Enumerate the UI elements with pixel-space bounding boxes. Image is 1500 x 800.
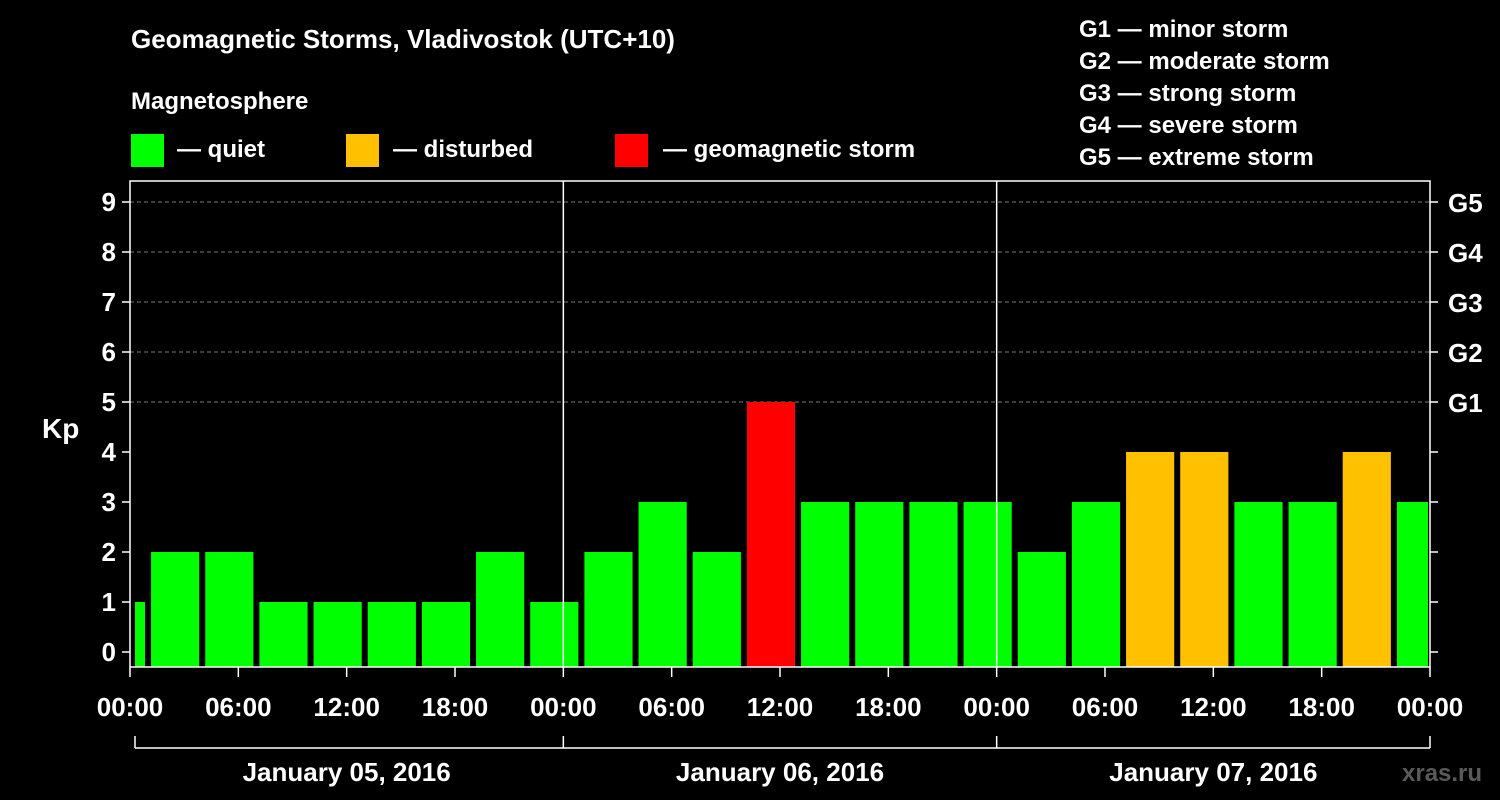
x-tick-label: 12:00 xyxy=(313,692,380,722)
tick-labels: 0 1 2 3 4 5 6 7 8 9 G1 G2 G3 G4 G5 00:00 06:00 12:00 18:00… xyxy=(97,187,1483,787)
g-scale-label: G2 xyxy=(1448,338,1483,368)
legend-label-quiet: — quiet xyxy=(177,136,265,163)
day-label: January 06, 2016 xyxy=(676,757,884,787)
kp-bar xyxy=(135,602,146,667)
kp-bar xyxy=(855,502,904,667)
g-scale-item: G1 — minor storm xyxy=(1079,16,1288,43)
kp-bar xyxy=(1017,552,1066,667)
status-legend: — quiet — disturbed — geomagnetic storm xyxy=(131,134,915,167)
kp-bar xyxy=(638,502,687,667)
kp-bar xyxy=(313,602,362,667)
x-tick-label: 18:00 xyxy=(422,692,489,722)
grid-lines xyxy=(130,201,1430,403)
g-scale-item: G3 — strong storm xyxy=(1079,80,1296,107)
watermark: xras.ru xyxy=(1402,760,1482,787)
kp-bar xyxy=(367,602,416,667)
legend-swatch-disturbed xyxy=(346,134,379,167)
legend-swatch-quiet xyxy=(131,134,164,167)
day-label: January 05, 2016 xyxy=(243,757,451,787)
kp-bar xyxy=(801,502,850,667)
kp-bar xyxy=(421,602,471,667)
kp-bar xyxy=(205,552,254,667)
chart-title: Geomagnetic Storms, Vladivostok (UTC+10) xyxy=(131,24,675,54)
kp-bar xyxy=(1396,502,1428,667)
kp-bar xyxy=(909,502,958,667)
y-tick-label: 3 xyxy=(102,487,116,517)
kp-bar xyxy=(963,502,1012,667)
y-tick-label: 5 xyxy=(102,387,116,417)
bars xyxy=(135,402,1428,667)
kp-bar xyxy=(151,552,200,667)
kp-bar xyxy=(1342,452,1391,667)
day-label: January 07, 2016 xyxy=(1109,757,1317,787)
y-tick-label: 2 xyxy=(102,537,116,567)
x-tick-label: 00:00 xyxy=(963,692,1030,722)
kp-bar xyxy=(1288,502,1337,667)
x-tick-label: 18:00 xyxy=(855,692,922,722)
legend-label-storm: — geomagnetic storm xyxy=(663,136,915,163)
kp-bar xyxy=(1180,452,1229,667)
y-tick-label: 1 xyxy=(102,587,116,617)
x-tick-label: 06:00 xyxy=(205,692,272,722)
g-scale-label: G5 xyxy=(1448,188,1483,218)
g-scale-label: G1 xyxy=(1448,388,1483,418)
y-tick-label: 6 xyxy=(102,337,116,367)
x-tick-label: 06:00 xyxy=(638,692,705,722)
x-tick-label: 12:00 xyxy=(747,692,814,722)
kp-bar xyxy=(259,602,308,667)
g-scale-label: G4 xyxy=(1448,238,1483,268)
kp-bar xyxy=(476,552,525,667)
x-tick-label: 00:00 xyxy=(97,692,164,722)
y-tick-label: 9 xyxy=(102,187,116,217)
y-tick-label: 4 xyxy=(102,437,117,467)
y-tick-label: 8 xyxy=(102,237,116,267)
kp-bar xyxy=(746,402,796,667)
x-tick-label: 18:00 xyxy=(1288,692,1355,722)
g-scale-item: G5 — extreme storm xyxy=(1079,144,1314,171)
kp-bar xyxy=(530,602,579,667)
legend-swatch-storm xyxy=(615,134,648,167)
g-scale-label: G3 xyxy=(1448,288,1483,318)
legend-label-disturbed: — disturbed xyxy=(393,136,533,163)
x-tick-label: 00:00 xyxy=(530,692,597,722)
g-scale-item: G4 — severe storm xyxy=(1079,112,1298,139)
y-tick-label: 7 xyxy=(102,287,116,317)
kp-bar xyxy=(584,552,633,667)
kp-bar xyxy=(692,552,741,667)
y-axis-label: Kp xyxy=(42,413,79,444)
g-scale-legend: G1 — minor storm G2 — moderate storm G3 … xyxy=(1079,16,1330,171)
axes xyxy=(122,180,1438,749)
kp-bar xyxy=(1234,502,1283,667)
kp-bar xyxy=(1071,502,1121,667)
kp-bar xyxy=(1126,452,1175,667)
x-tick-label: 00:00 xyxy=(1397,692,1464,722)
x-tick-label: 06:00 xyxy=(1072,692,1139,722)
y-tick-label: 0 xyxy=(102,637,116,667)
x-tick-label: 12:00 xyxy=(1180,692,1247,722)
g-scale-item: G2 — moderate storm xyxy=(1079,48,1330,75)
magnetosphere-label: Magnetosphere xyxy=(131,88,308,115)
